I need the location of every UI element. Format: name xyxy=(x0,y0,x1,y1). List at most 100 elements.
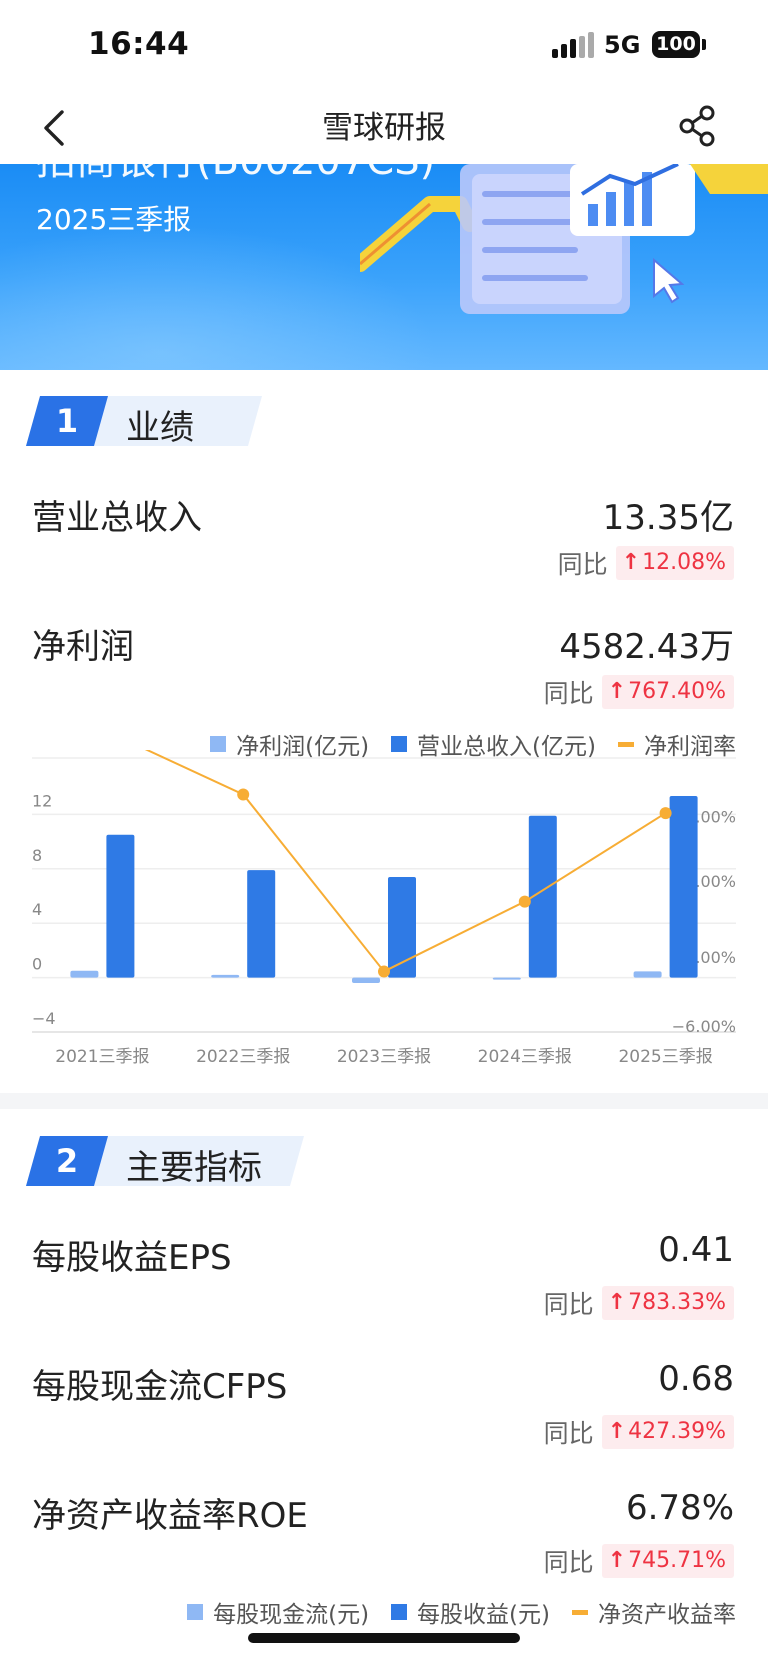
legend-item-total-revenue[interactable]: 营业总收入(亿元) xyxy=(391,727,596,761)
point-net-margin xyxy=(659,807,672,820)
y-left-tick-label: −4 xyxy=(32,1009,56,1028)
yoy-label: 同比 xyxy=(557,550,608,579)
legend-swatch xyxy=(618,741,634,747)
section-number: 2 xyxy=(26,1136,108,1186)
metric-name: 每股收益EPS xyxy=(32,1238,232,1278)
arrow-up-icon: ↑ xyxy=(607,1419,627,1444)
arrow-up-icon: ↑ xyxy=(607,679,627,704)
company-name: 招商银行(B00207CS) xyxy=(36,164,435,186)
report-period: 2025三季报 xyxy=(36,203,192,236)
metric-eps: 每股收益EPS 0.41 同比 ↑783.33% xyxy=(0,1230,768,1340)
bar-net-profit xyxy=(492,977,521,980)
section-number: 1 xyxy=(26,396,108,446)
legend-label: 营业总收入(亿元) xyxy=(417,734,596,760)
y-right-tick-label: 0.00% xyxy=(685,872,736,891)
battery-tip xyxy=(702,39,706,50)
legend-item-net-profit[interactable]: 净利润(亿元) xyxy=(210,727,369,761)
bar-net-profit xyxy=(352,977,380,984)
yoy-badge: ↑12.08% xyxy=(615,546,734,580)
y-left-tick-label: 0 xyxy=(32,955,42,974)
nav-bar: 雪球研报 xyxy=(0,92,768,164)
bar-total-revenue xyxy=(528,815,557,978)
legend-label: 净利润(亿元) xyxy=(236,734,370,760)
y-right-tick-label: −6.00% xyxy=(672,1017,736,1036)
bar-total-revenue xyxy=(388,876,416,978)
legend-swatch xyxy=(187,1604,204,1620)
status-time: 16:44 xyxy=(88,26,190,62)
metric-cfps: 每股现金流CFPS 0.68 同比 ↑427.39% xyxy=(0,1359,768,1469)
bar-total-revenue xyxy=(247,870,276,978)
yoy-value: 12.08% xyxy=(642,550,726,575)
section-title: 主要指标 xyxy=(126,1148,262,1188)
arrow-up-icon: ↑ xyxy=(607,1290,627,1315)
yoy-label: 同比 xyxy=(543,1548,594,1577)
metric-roe: 净资产收益率ROE 6.78% 同比 ↑745.71% xyxy=(0,1488,768,1598)
yoy-label: 同比 xyxy=(543,1419,594,1448)
metric-value: 4582.43万 xyxy=(559,627,734,667)
metric-value: 0.41 xyxy=(658,1230,734,1270)
y-right-tick-label: 3.00% xyxy=(685,807,736,826)
metric-yoy: 同比 ↑745.71% xyxy=(544,1544,734,1578)
legend-label: 每股收益(元) xyxy=(417,1602,550,1628)
metric-name: 每股现金流CFPS xyxy=(32,1367,288,1407)
chevron-left-icon xyxy=(44,110,64,146)
legend-item-net-margin[interactable]: 净利润率 xyxy=(618,727,736,761)
bar-net-profit xyxy=(211,974,240,978)
yoy-badge: ↑767.40% xyxy=(601,675,734,709)
legend-item-cfps[interactable]: 每股现金流(元) xyxy=(187,1595,369,1629)
yoy-value: 783.33% xyxy=(628,1290,726,1315)
share-icon xyxy=(679,105,715,147)
yoy-badge: ↑745.71% xyxy=(601,1544,734,1578)
section-divider xyxy=(0,1093,768,1109)
yoy-badge: ↑427.39% xyxy=(601,1415,734,1449)
yoy-label: 同比 xyxy=(543,679,594,708)
legend-item-roe[interactable]: 净资产收益率 xyxy=(572,1595,736,1629)
x-tick-label: 2024三季报 xyxy=(478,1047,572,1067)
metric-yoy: 同比 ↑767.40% xyxy=(544,675,734,709)
status-bar: 16:44 5G 100 xyxy=(0,0,768,92)
yoy-badge: ↑783.33% xyxy=(601,1286,734,1320)
metric-name: 营业总收入 xyxy=(32,498,202,538)
metric-name: 净资产收益率ROE xyxy=(32,1496,308,1536)
report-illustration-icon xyxy=(360,164,768,314)
point-net-margin xyxy=(518,895,531,908)
x-tick-label: 2023三季报 xyxy=(337,1047,431,1067)
section-title: 业绩 xyxy=(126,408,194,448)
chart-legend: 净利润(亿元) 营业总收入(亿元) 净利润率 xyxy=(188,727,736,761)
share-button[interactable] xyxy=(676,104,720,148)
report-banner: 招商银行(B00207CS) 2025三季报 xyxy=(0,164,768,370)
arrow-up-icon: ↑ xyxy=(607,1548,627,1573)
legend-swatch xyxy=(210,736,227,752)
x-tick-label: 2025三季报 xyxy=(618,1047,712,1067)
metric-yoy: 同比 ↑427.39% xyxy=(544,1415,734,1449)
yoy-value: 745.71% xyxy=(628,1548,726,1573)
metric-value: 0.68 xyxy=(658,1359,734,1399)
legend-label: 净利润率 xyxy=(644,734,736,760)
home-indicator[interactable] xyxy=(248,1633,520,1643)
x-tick-label: 2022三季报 xyxy=(196,1047,290,1067)
legend-item-eps[interactable]: 每股收益(元) xyxy=(391,1595,550,1629)
metric-yoy: 同比 ↑783.33% xyxy=(544,1286,734,1320)
yoy-label: 同比 xyxy=(543,1290,594,1319)
metric-net-profit: 净利润 4582.43万 同比 ↑767.40% xyxy=(0,619,768,729)
chart-legend: 每股现金流(元) 每股收益(元) 净资产收益率 xyxy=(165,1595,736,1629)
metric-total-revenue: 营业总收入 13.35亿 同比 ↑12.08% xyxy=(0,490,768,600)
point-net-margin xyxy=(237,788,250,801)
network-type: 5G xyxy=(604,31,641,59)
bar-total-revenue xyxy=(106,834,135,978)
y-left-tick-label: 4 xyxy=(32,900,42,919)
legend-swatch xyxy=(391,736,408,752)
yoy-value: 767.40% xyxy=(628,679,726,704)
metric-value: 13.35亿 xyxy=(602,498,734,538)
arrow-up-icon: ↑ xyxy=(621,550,641,575)
bar-net-profit xyxy=(633,971,662,978)
back-button[interactable] xyxy=(34,106,78,150)
metric-value: 6.78% xyxy=(625,1488,734,1528)
line-net-margin xyxy=(144,750,667,973)
legend-label: 每股现金流(元) xyxy=(213,1602,370,1628)
bar-total-revenue xyxy=(669,796,698,978)
metric-yoy: 同比 ↑12.08% xyxy=(558,546,734,580)
y-left-tick-label: 12 xyxy=(32,791,52,810)
legend-swatch xyxy=(391,1604,408,1620)
